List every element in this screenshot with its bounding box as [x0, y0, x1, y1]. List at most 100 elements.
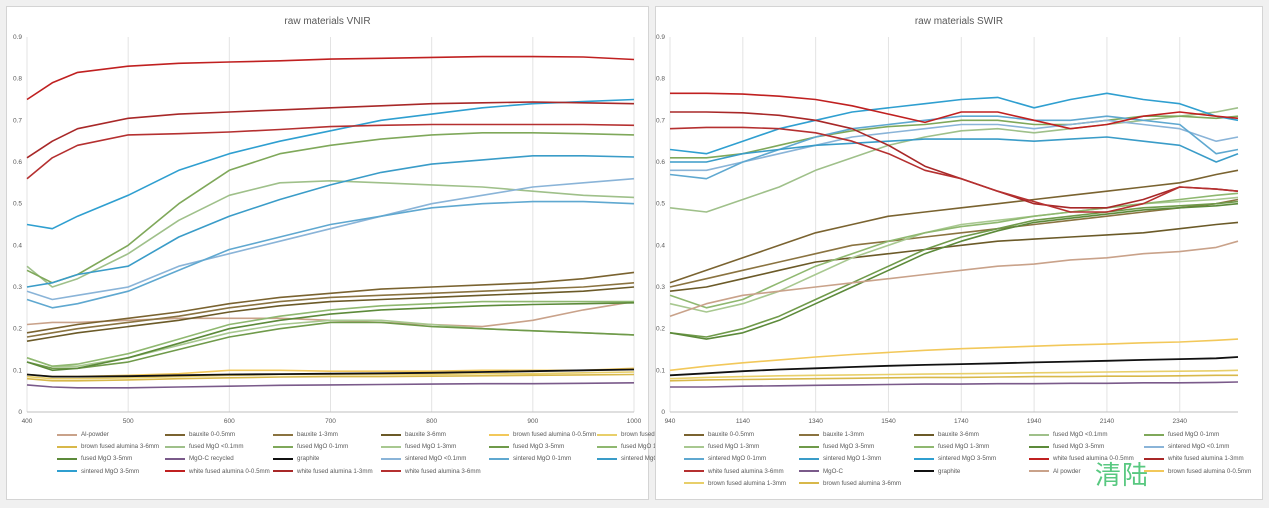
series-line [669, 369, 1239, 380]
legend-swatch [914, 433, 934, 436]
legend-label: brown fused alumina 3-6mm [823, 479, 902, 487]
series-line [669, 221, 1239, 292]
series-line [669, 92, 1239, 155]
y-tick-label: 0.2 [13, 326, 22, 333]
x-tick-label: 1740 [954, 418, 969, 425]
series-line [670, 381, 1239, 388]
y-tick-label: 0.7 [656, 117, 665, 124]
legend-label: white fused alumina 0-0.5mm [189, 467, 270, 475]
legend-item: white fused alumina 3-6mm [381, 468, 481, 475]
legend-item: MgO-C recycled [165, 455, 234, 462]
legend-item: white fused alumina 3-6mm [684, 468, 784, 475]
legend-label: fused MgO 1-3mm [708, 443, 760, 451]
legend-swatch [799, 445, 819, 448]
series-line [669, 200, 1239, 338]
y-tick-label: 0.5 [13, 201, 22, 208]
legend-label: white fused alumina 1-3mm [1168, 455, 1244, 463]
series-line [670, 119, 1239, 172]
series-line [26, 155, 635, 288]
swir-legend: bauxite 0-0.5mm bauxite 1-3mm bauxite 3-6m… [656, 431, 1262, 501]
legend-label: white fused alumina 0-0.5mm [1053, 455, 1134, 463]
legend-label: sintered MgO 3-5mm [938, 455, 997, 463]
legend-swatch [165, 445, 185, 448]
series-line [26, 55, 635, 101]
legend-item: fused MgO 1-3mm [684, 443, 759, 450]
y-tick-label: 0.1 [13, 367, 22, 374]
legend-item: white fused alumina 1-3mm [1144, 455, 1244, 462]
legend-label: fused MgO 3-5mm [823, 443, 875, 451]
legend-item: fused MgO 0-1mm [1144, 431, 1219, 438]
legend-swatch [381, 457, 401, 460]
series-line [26, 132, 635, 284]
legend-item: sintered MgO <0.1mm [1144, 443, 1229, 450]
x-tick-label: 900 [527, 418, 538, 425]
legend-swatch [684, 445, 704, 448]
vnir-legend: Al-powder bauxite 0-0.5mm bauxite 1-3mm bau… [7, 431, 699, 501]
series-line [669, 374, 1238, 382]
legend-item: graphite [914, 468, 960, 475]
legend-item: fused MgO 1-3mm [597, 443, 672, 450]
legend-label: Al-powder [81, 431, 109, 438]
legend-item: fused MgO 3-5mm [799, 443, 874, 450]
series-line [26, 300, 635, 328]
legend-label: sintered MgO <0.1mm [1168, 443, 1230, 451]
legend-label: sintered MgO 3-5mm [81, 467, 140, 475]
legend-label: brown fused alumina 0-0.5mm [1168, 467, 1252, 475]
legend-label: bauxite 0-0.5mm [708, 431, 755, 438]
legend-item: white fused alumina 0-0.5mm [165, 468, 270, 475]
series-line [26, 180, 635, 288]
legend-label: white fused alumina 3-6mm [405, 467, 481, 475]
legend-swatch [1144, 470, 1164, 473]
legend-swatch [57, 433, 77, 436]
series-line [26, 368, 635, 378]
legend-swatch [914, 457, 934, 460]
series-line [669, 196, 1239, 313]
legend-item: MgO-C [799, 468, 843, 475]
legend-item: bauxite 0-0.5mm [684, 431, 754, 438]
series-line [26, 282, 635, 338]
legend-swatch [597, 445, 617, 448]
legend-swatch [273, 433, 293, 436]
series-line [26, 98, 635, 230]
legend-item: sintered MgO 0-1mm [489, 455, 571, 462]
series-line [26, 271, 635, 334]
legend-swatch [914, 470, 934, 473]
series-line [26, 286, 635, 342]
legend-swatch [799, 433, 819, 436]
legend-label: white fused alumina 1-3mm [297, 467, 373, 475]
legend-swatch [57, 445, 77, 448]
series-line [26, 177, 635, 301]
legend-label: MgO-C recycled [189, 455, 234, 463]
series-line [670, 115, 1239, 159]
legend-label: bauxite 1-3mm [823, 431, 864, 438]
legend-item: Al powder [1029, 468, 1081, 475]
legend-swatch [684, 470, 704, 473]
series-line [26, 200, 635, 309]
series-line [669, 202, 1239, 340]
legend-label: sintered MgO 0-1mm [513, 455, 572, 463]
legend-label: fused MgO <0.1mm [189, 443, 244, 451]
legend-item: fused MgO <0.1mm [165, 443, 244, 450]
legend-swatch [1144, 433, 1164, 436]
legend-label: fused MgO 3-5mm [81, 455, 133, 463]
legend-swatch [1144, 445, 1164, 448]
legend-swatch [165, 470, 185, 473]
legend-item: brown fused alumina 1-3mm [684, 480, 786, 487]
legend-swatch [1144, 457, 1164, 460]
y-tick-label: 0.3 [656, 284, 665, 291]
y-tick-label: 0.7 [13, 117, 22, 124]
legend-item: brown fused alumina 3-6mm [799, 480, 901, 487]
legend-swatch [914, 445, 934, 448]
legend-item: fused MgO 0-1mm [273, 443, 348, 450]
legend-swatch [1029, 445, 1049, 448]
chart-title: raw materials VNIR [284, 16, 371, 27]
legend-swatch [489, 445, 509, 448]
y-tick-label: 0.9 [13, 34, 22, 41]
legend-item: sintered MgO 1-3mm [799, 455, 881, 462]
x-tick-label: 1940 [1027, 418, 1042, 425]
series-line [26, 382, 635, 389]
legend-label: fused MgO 0-1mm [297, 443, 349, 451]
legend-label: brown fused alumina 1-3mm [708, 479, 787, 487]
legend-swatch [381, 433, 401, 436]
y-tick-label: 0.4 [13, 242, 22, 249]
